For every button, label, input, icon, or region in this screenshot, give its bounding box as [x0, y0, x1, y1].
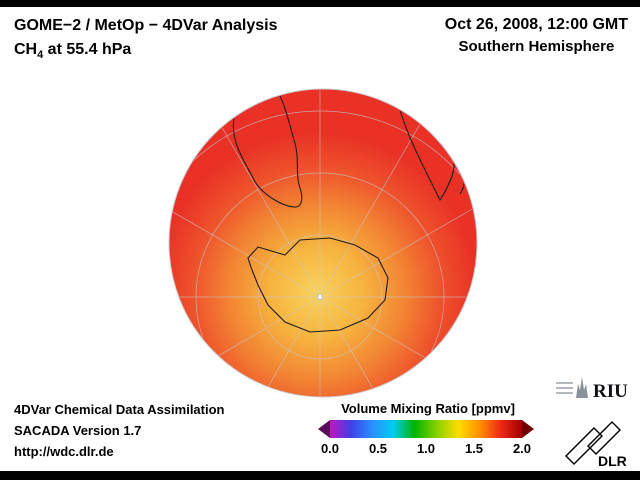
colorbar — [318, 420, 534, 438]
plot-title-block: GOME−2 / MetOp − 4DVar Analysis CH4 at 5… — [14, 14, 278, 67]
pressure-level: at 55.4 hPa — [43, 41, 132, 58]
top-border-bar — [0, 0, 640, 7]
dlr-logo: DLR — [565, 421, 627, 468]
species-level-label: CH4 at 55.4 hPa — [14, 38, 278, 67]
colorbar-tick: 0.5 — [368, 441, 388, 456]
dlr-logo-text: DLR — [598, 453, 627, 468]
colorbar-left-arrow — [318, 420, 330, 438]
coastline-antarctica — [247, 237, 389, 333]
riu-logo: RIU — [556, 377, 628, 402]
credit-line-version: SACADA Version 1.7 — [14, 423, 142, 438]
colorbar-tick: 1.0 — [416, 441, 436, 456]
south-pole-marker — [317, 294, 323, 300]
credit-line-url: http://wdc.dlr.de — [14, 444, 114, 459]
cathedral-icon — [576, 377, 588, 398]
credits-block: 4DVar Chemical Data Assimilation SACADA … — [14, 399, 225, 462]
riu-logo-lines — [556, 382, 573, 394]
datetime-label: Oct 26, 2008, 12:00 GMT — [444, 16, 628, 33]
datetime-block: Oct 26, 2008, 12:00 GMT Southern Hemisph… — [445, 14, 628, 58]
riu-logo-text: RIU — [593, 381, 628, 402]
coastline-africa — [399, 109, 455, 202]
bottom-border-bar — [0, 471, 640, 480]
colorbar-tick: 1.5 — [464, 441, 484, 456]
colorbar-right-arrow — [522, 420, 534, 438]
coastline-south-america — [232, 95, 303, 208]
region-label: Southern Hemisphere — [458, 38, 615, 55]
colorbar-tick-labels: 0.0 0.5 1.0 1.5 2.0 — [306, 441, 546, 457]
species-subscript: 4 — [37, 49, 44, 62]
colorbar-gradient-bar — [330, 420, 522, 438]
dlr-wing-icon — [565, 421, 621, 465]
species-name: CH — [14, 41, 38, 58]
globe-disk — [168, 88, 478, 398]
hemisphere-map — [168, 88, 478, 398]
credit-line-assimilation: 4DVar Chemical Data Assimilation — [14, 402, 225, 417]
plot-title: GOME−2 / MetOp − 4DVar Analysis — [14, 17, 278, 34]
colorbar-title: Volume Mixing Ratio [ppmv] — [341, 401, 515, 416]
colorbar-tick: 2.0 — [512, 441, 532, 456]
colorbar-tick: 0.0 — [320, 441, 340, 456]
